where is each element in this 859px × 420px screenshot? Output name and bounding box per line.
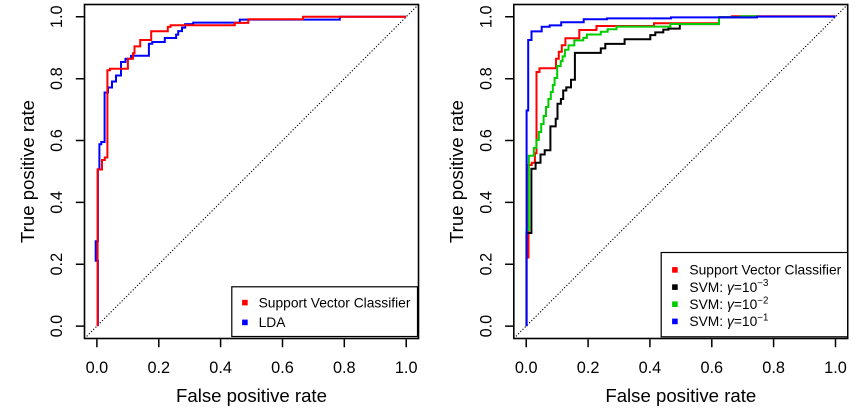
svg-text:0.2: 0.2 <box>147 359 170 377</box>
svg-text:SVM: γ=10−2: SVM: γ=10−2 <box>689 295 768 312</box>
svg-text:0.8: 0.8 <box>762 359 785 377</box>
svg-text:0.2: 0.2 <box>577 359 600 377</box>
svg-text:0.4: 0.4 <box>48 191 66 214</box>
svg-text:0.8: 0.8 <box>48 67 66 90</box>
svg-text:0.8: 0.8 <box>478 67 496 90</box>
svg-text:True positive rate: True positive rate <box>17 100 38 243</box>
svg-text:Support Vector Classifier: Support Vector Classifier <box>689 263 841 278</box>
svg-text:0.0: 0.0 <box>48 315 66 338</box>
svg-text:0.6: 0.6 <box>271 359 294 377</box>
svg-text:True positive rate: True positive rate <box>446 100 467 243</box>
svg-text:0.0: 0.0 <box>86 359 109 377</box>
svg-text:SVM: γ=10−3: SVM: γ=10−3 <box>689 278 768 295</box>
svg-text:0.2: 0.2 <box>48 253 66 276</box>
svg-text:0.0: 0.0 <box>515 359 538 377</box>
svg-text:1.0: 1.0 <box>395 359 418 377</box>
svg-text:1.0: 1.0 <box>48 5 66 28</box>
svg-text:Support Vector Classifier: Support Vector Classifier <box>259 295 411 310</box>
svg-text:0.2: 0.2 <box>478 253 496 276</box>
svg-text:0.4: 0.4 <box>209 359 232 377</box>
svg-text:0.8: 0.8 <box>333 359 356 377</box>
svg-text:False positive rate: False positive rate <box>605 385 756 406</box>
svg-text:0.0: 0.0 <box>478 315 496 338</box>
svg-text:0.4: 0.4 <box>639 359 662 377</box>
svg-text:0.6: 0.6 <box>478 129 496 152</box>
svg-text:0.6: 0.6 <box>48 129 66 152</box>
svg-text:LDA: LDA <box>259 315 287 330</box>
svg-text:1.0: 1.0 <box>478 5 496 28</box>
svg-text:0.4: 0.4 <box>478 191 496 214</box>
svg-text:False positive rate: False positive rate <box>176 385 327 406</box>
svg-text:1.0: 1.0 <box>824 359 847 377</box>
svg-text:SVM: γ=10−1: SVM: γ=10−1 <box>689 313 768 330</box>
svg-text:0.6: 0.6 <box>700 359 723 377</box>
